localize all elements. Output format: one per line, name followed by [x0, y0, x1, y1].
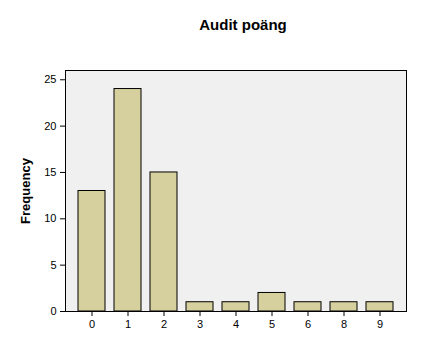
- svg-text:3: 3: [197, 318, 203, 330]
- svg-text:6: 6: [305, 318, 311, 330]
- svg-text:15: 15: [44, 166, 56, 178]
- svg-text:2: 2: [161, 318, 167, 330]
- svg-text:5: 5: [269, 318, 275, 330]
- svg-text:1: 1: [125, 318, 131, 330]
- svg-text:8: 8: [341, 318, 347, 330]
- svg-text:0: 0: [89, 318, 95, 330]
- svg-text:25: 25: [44, 73, 56, 85]
- svg-text:0: 0: [50, 305, 56, 317]
- svg-text:9: 9: [377, 318, 383, 330]
- svg-text:4: 4: [233, 318, 239, 330]
- svg-text:20: 20: [44, 120, 56, 132]
- svg-text:10: 10: [44, 212, 56, 224]
- svg-text:Frequency: Frequency: [18, 157, 33, 224]
- svg-text:5: 5: [50, 259, 56, 271]
- html-text:Audit poäng: Audit poäng: [199, 16, 287, 33]
